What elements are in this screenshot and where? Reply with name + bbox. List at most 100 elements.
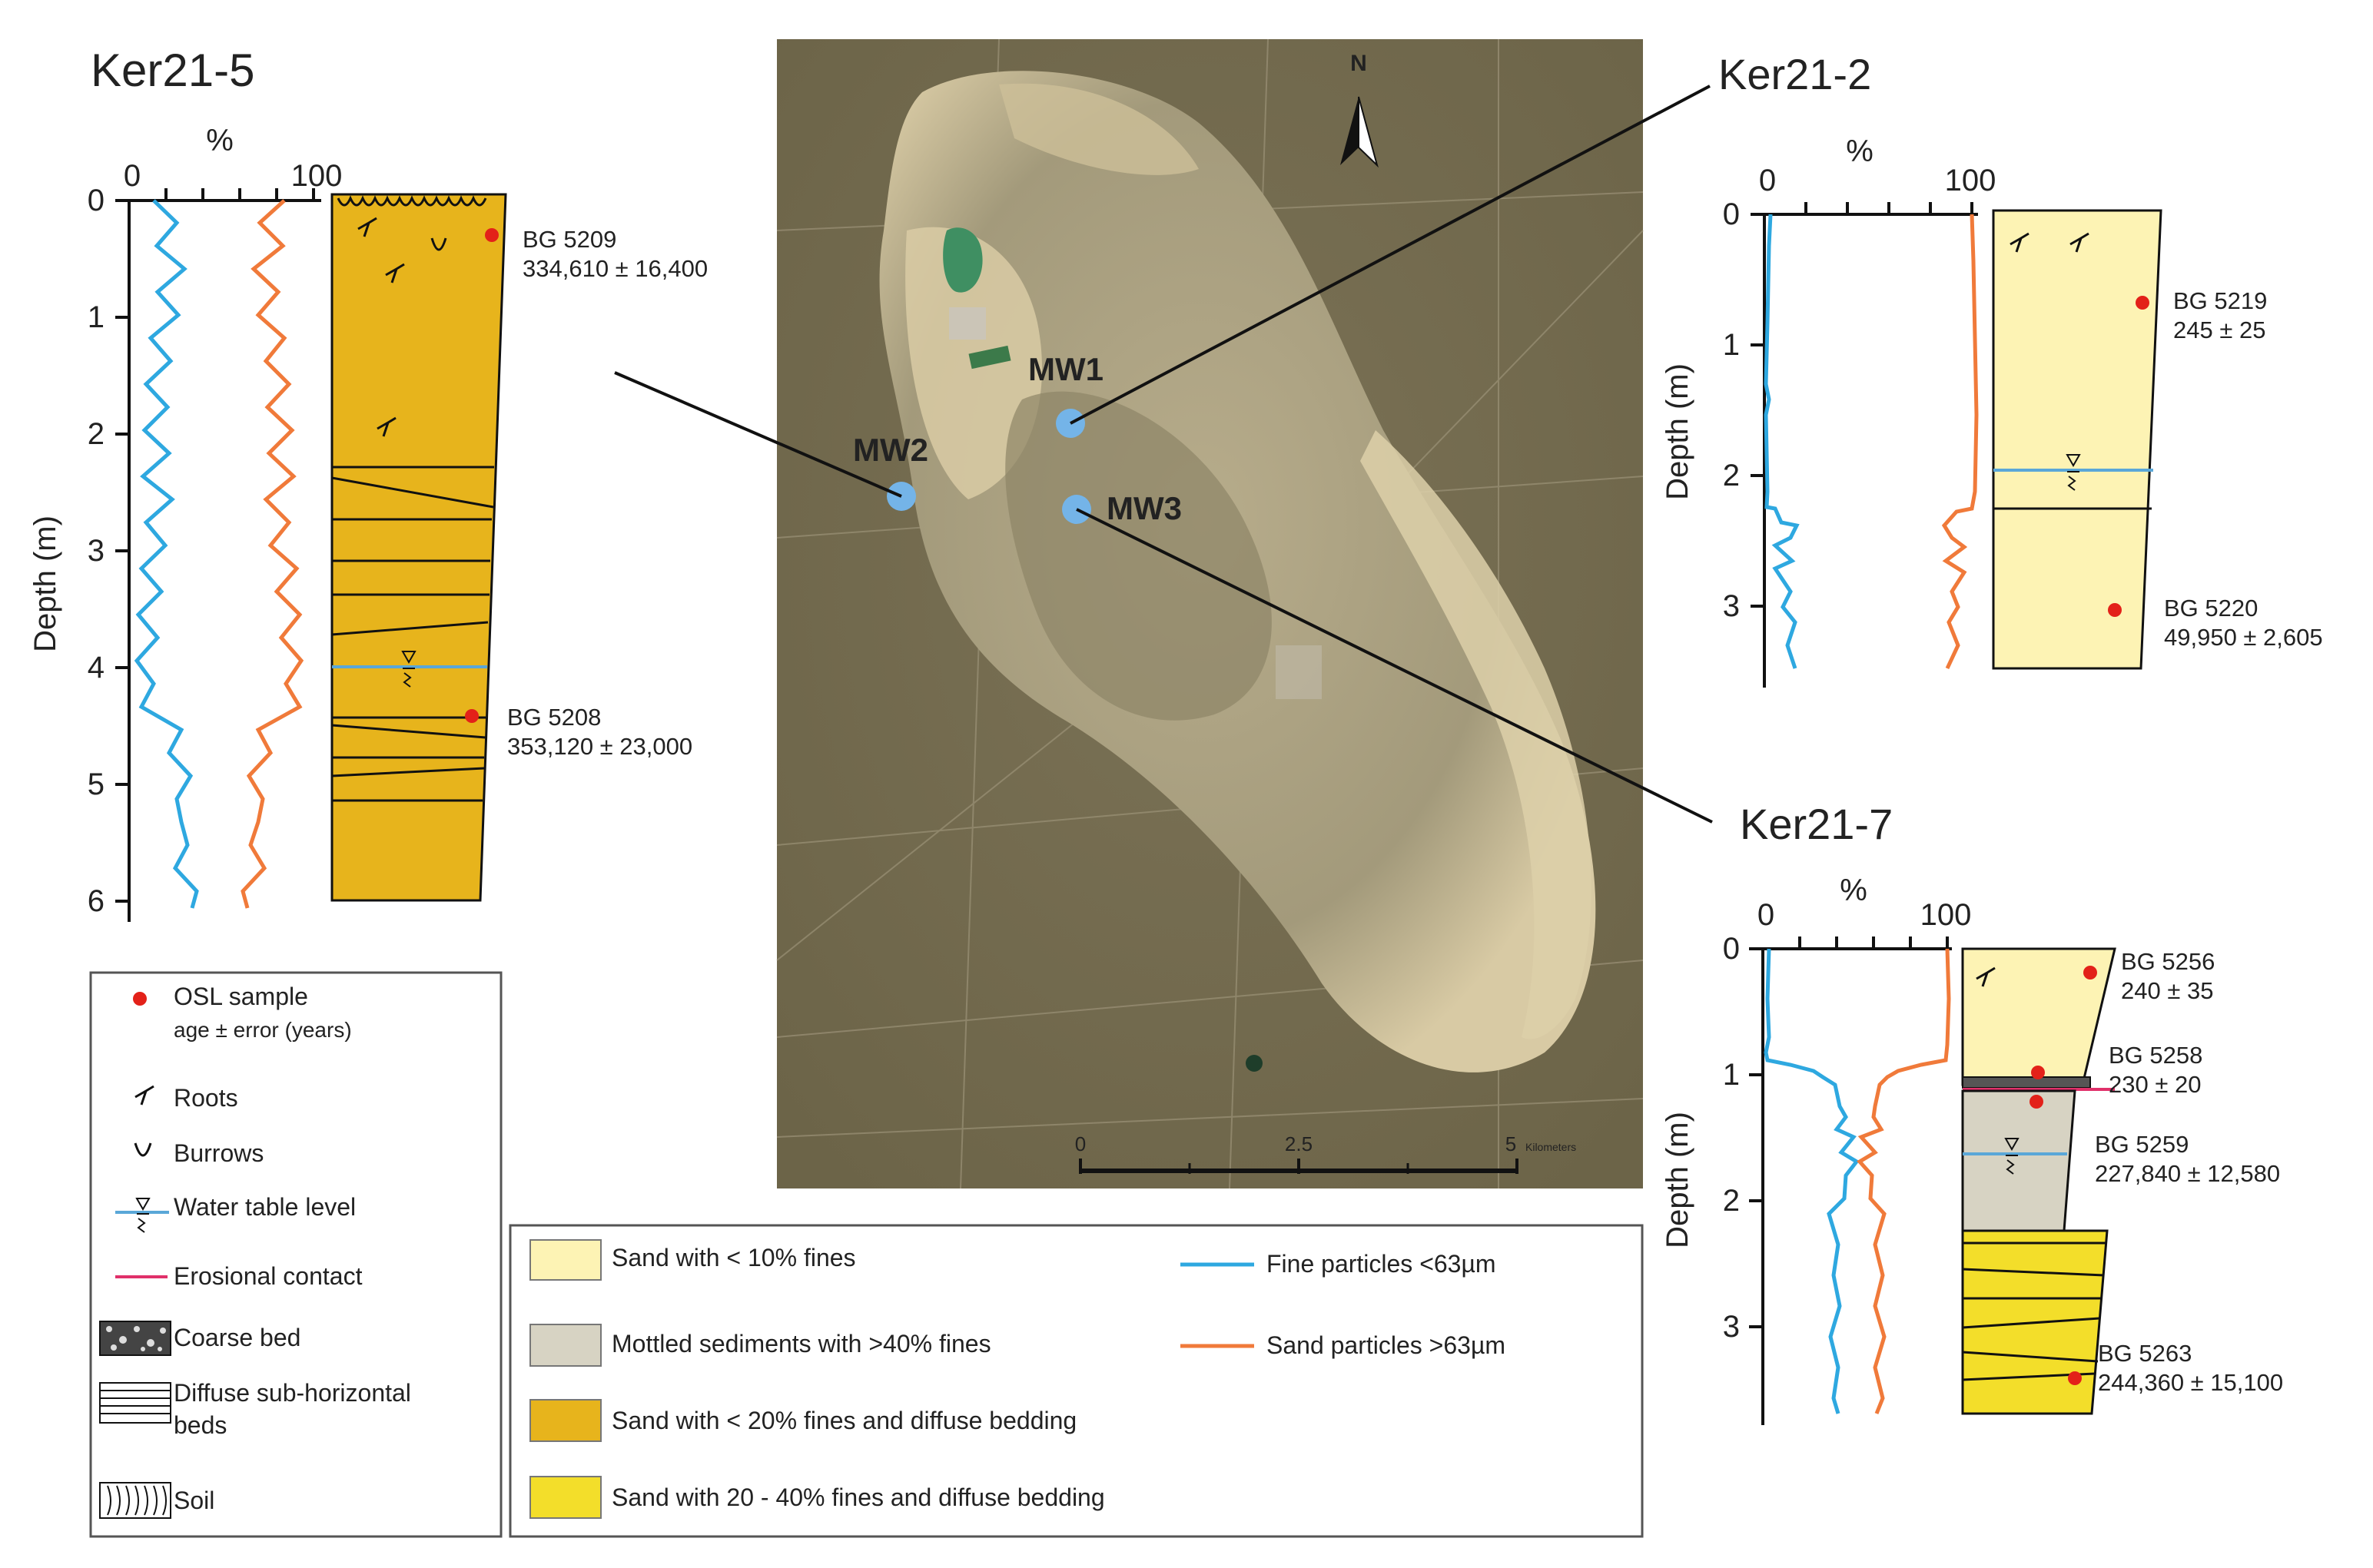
depth-tick: 3 [1723,1310,1740,1344]
roots-icon [134,1085,154,1106]
legend-sand-lt20: Sand with < 20% fines and diffuse beddin… [612,1407,1077,1434]
osl-sample-marker [2068,1371,2082,1385]
vegetated-interior [1005,391,1272,721]
fine-curve [1764,948,1860,1414]
log-ker21-7: Ker21-7 % 0 100 Depth (m) 0 1 2 3 [1661,800,2283,1425]
swatch-sand-20-40 [529,1476,602,1519]
log-title: Ker21-2 [1718,50,1871,98]
root-icon [2010,232,2089,253]
fine-curve [1764,214,1800,669]
depth-tick: 2 [1723,1184,1740,1218]
sample-code: BG 5220 [2164,595,2258,622]
diffuse-beds-icon [99,1382,171,1424]
axes [115,188,321,922]
legend-osl-sub: age ± error (years) [174,1018,352,1042]
axes [1751,202,1978,688]
depth-tick: 6 [88,884,105,918]
legend-osl: OSL sample [174,983,308,1010]
north-arrow: N [1340,51,1379,168]
sample-code: BG 5263 [2098,1340,2192,1367]
pct-tick-0: 0 [1759,164,1776,197]
log-title: Ker21-5 [91,45,254,96]
depth-tick: 5 [88,767,105,801]
osl-legend-marker [133,992,147,1006]
depth-tick: 1 [1723,328,1740,362]
legend-coarse: Coarse bed [174,1324,300,1351]
sample-code: BG 5256 [2121,948,2215,975]
swatch-mottled [529,1324,602,1367]
root-icon [357,217,405,437]
pct-label: % [206,124,234,157]
sample-age: 240 ± 35 [2121,977,2213,1004]
lunette [1360,430,1591,1039]
well-mw3-label: MW3 [1107,490,1182,526]
connector-mw1-ker21-2 [1070,85,1711,425]
coarse-bed [1962,1076,2091,1089]
legend-mottled: Mottled sediments with >40% fines [612,1330,991,1357]
legend-fine: Fine particles <63µm [1266,1250,1496,1278]
depth-tick-labels: 0 1 2 3 4 5 6 [88,184,105,918]
depth-tick: 4 [88,651,105,685]
sample-code: BG 5208 [507,704,601,731]
depth-tick-labels: 0 1 2 3 [1723,197,1740,623]
sand-curve [1941,214,1979,670]
dune-north [999,83,1199,175]
connector-lines [614,85,1713,824]
pct-label: % [1840,874,1867,907]
legend-roots: Roots [174,1084,238,1112]
legend-sand: Sand particles >63µm [1266,1331,1505,1359]
y-axis-label: Depth (m) [1661,363,1694,500]
map-facility [1276,645,1322,699]
pct-label: % [1846,134,1874,168]
sand-curve [241,199,304,909]
depth-tick: 0 [88,184,105,217]
sample-code: BG 5258 [2109,1042,2202,1069]
well-mw2-label: MW2 [853,432,928,468]
legend-diffuse-2: beds [174,1411,227,1439]
legend-diffuse-1: Diffuse sub-horizontal [174,1379,411,1407]
map-dark-pond [1246,1055,1263,1072]
osl-sample-marker [2083,966,2097,980]
pct-tick-0: 0 [124,159,141,193]
sand-curve [1857,948,1951,1414]
scale-tick-0: 0 [1075,1132,1086,1155]
axes [1749,936,1952,1425]
scale-tick-2-5: 2.5 [1285,1132,1313,1155]
satellite-map: N 0 2.5 5 Kilometers MW1 MW2 MW3 [776,38,1644,1189]
depth-tick: 2 [88,417,105,451]
root-icon [1976,966,1996,987]
water-table-symbol [2004,1138,2020,1175]
legend-sand-lt10: Sand with < 10% fines [612,1244,856,1271]
sample-age: 353,120 ± 23,000 [507,733,692,760]
mine-building [968,345,1011,370]
scale-tick-5: 5 [1505,1132,1516,1155]
pct-tick-100: 100 [1920,898,1972,932]
legend-units: Sand with < 10% fines Mottled sediments … [509,1224,1644,1538]
pct-tick-0: 0 [1757,898,1774,932]
osl-sample-marker [465,709,479,723]
sample-age: 334,610 ± 16,400 [523,255,708,282]
soil-arcs [337,195,487,207]
y-axis-label: Depth (m) [1661,1112,1694,1248]
depth-tick: 0 [1723,197,1740,231]
depth-tick: 0 [1723,932,1740,966]
sample-code: BG 5259 [2095,1131,2189,1158]
depth-tick: 3 [1723,589,1740,623]
osl-sample-marker [2029,1095,2043,1109]
burrows-icon [134,1142,152,1157]
y-axis-label: Depth (m) [28,515,62,652]
sample-code: BG 5219 [2173,287,2267,314]
depth-tick: 1 [88,300,105,334]
sample-age: 244,360 ± 15,100 [2098,1369,2283,1396]
swatch-sand-lt20 [529,1399,602,1442]
soil-icon [99,1482,171,1519]
osl-sample-marker [485,228,499,242]
pct-tick-100: 100 [1945,164,1996,197]
north-label: N [1350,51,1367,76]
water-table-symbol [401,651,417,688]
burrow-icon [430,237,447,251]
log-title: Ker21-7 [1740,800,1893,848]
legend-burrows: Burrows [174,1139,264,1167]
swatch-sand-lt10 [529,1239,602,1281]
sample-age: 227,840 ± 12,580 [2095,1160,2280,1187]
